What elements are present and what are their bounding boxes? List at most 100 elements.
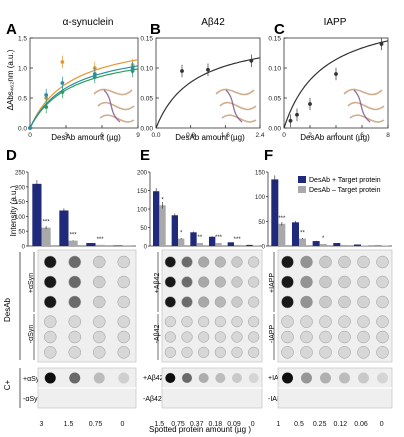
data-point-c xyxy=(295,112,299,117)
blot-dot-f-minus xyxy=(319,315,332,328)
bar-ytick-label-d: 150 xyxy=(15,200,26,206)
xtick-label-b: 1.6 xyxy=(221,132,230,139)
blot-dot-f-plus xyxy=(376,255,389,269)
top-charts: 0.00.51.01.50 3 6 90.000.050.100.150.0 0.8 1.… xyxy=(18,36,390,140)
blot-dot-f-plus xyxy=(281,295,294,309)
structure-strand-b xyxy=(225,89,243,123)
blot-dot-f-plus xyxy=(338,255,351,269)
significance-f: * xyxy=(322,236,325,242)
title-c: IAPP xyxy=(324,17,347,28)
bar-minus-f xyxy=(278,223,286,246)
blot-dot-e-plus xyxy=(214,296,226,308)
control-label-e-plus: +Aβ42 xyxy=(143,375,164,382)
blot-dot-d-plus xyxy=(117,275,130,289)
blot-dot-e-plus xyxy=(198,296,210,308)
bar-minus-d xyxy=(95,244,105,246)
blot-dot-f-plus xyxy=(319,255,332,269)
xtick-label-a: 6 xyxy=(100,132,104,139)
legend-swatch-minus xyxy=(298,186,306,193)
data-point-a xyxy=(60,81,65,85)
fit-curve-a-1 xyxy=(29,68,139,129)
blot-dot-d-plus xyxy=(93,255,106,269)
ytick-label-c: 0.10 xyxy=(268,66,281,73)
blot-dot-d-minus xyxy=(44,315,57,328)
ytick-label-c: 0.05 xyxy=(268,96,281,103)
blot-dot-e-minus xyxy=(231,316,243,328)
structure-illustration-a xyxy=(93,88,135,123)
blot-dot-f-plus xyxy=(281,275,294,289)
blot-dot-d-minus xyxy=(44,346,57,359)
blot-dot-e-plus xyxy=(231,276,243,288)
data-point-c xyxy=(308,102,312,106)
xlabel-a: DesAb amount (µg) xyxy=(51,133,121,142)
xtick-label-c: 6 xyxy=(360,132,364,139)
blot-dot-e-minus xyxy=(181,346,193,358)
row-label-f-minus: -IAPP xyxy=(269,325,276,344)
bar-minus-f xyxy=(340,245,348,246)
ytick-label-c: 0.00 xyxy=(268,126,281,133)
blot-dot-e-minus xyxy=(214,346,226,358)
blot-dot-f-plus xyxy=(300,275,313,289)
blot-dot-f-plus xyxy=(300,255,313,269)
blot-dot-f-minus xyxy=(376,346,389,359)
control-dot-d xyxy=(93,372,105,384)
blot-dot-e-minus xyxy=(181,331,193,343)
blot-dot-d-plus xyxy=(68,255,81,269)
fit-curve-a-0 xyxy=(29,59,139,129)
blot-dot-f-minus xyxy=(357,330,370,344)
bar-minus-e xyxy=(215,243,222,246)
desab-row-label: DesAb xyxy=(3,297,12,322)
significance-e: *** xyxy=(215,235,223,241)
panel-letter-d: D xyxy=(6,147,17,164)
bar-ytick-label-d: 0 xyxy=(22,245,26,251)
control-dot-f xyxy=(301,372,312,384)
significance-e: ** xyxy=(198,235,203,241)
bar-minus-e xyxy=(234,244,241,246)
bar-ytick-label-e: 50 xyxy=(140,226,147,232)
title-b: Aβ42 xyxy=(201,17,225,28)
bar-plus-f xyxy=(271,179,279,246)
blot-dot-d-minus xyxy=(93,315,106,328)
category-label-e: 0.09 xyxy=(227,421,241,428)
significance-e: * xyxy=(161,197,164,203)
bar-ytick-label-e: 150 xyxy=(137,189,148,195)
bar-ytick-label-d: 100 xyxy=(15,215,26,221)
data-point-a xyxy=(130,66,135,70)
data-point-b xyxy=(180,69,184,73)
blot-dot-f-plus xyxy=(357,295,370,309)
bar-plus-d xyxy=(59,210,69,246)
blot-dot-f-plus xyxy=(338,295,351,309)
bar-minus-f xyxy=(299,238,307,246)
blot-dot-e-minus xyxy=(181,316,193,328)
category-label-d: 0.75 xyxy=(89,421,103,428)
ytick-label-b: 0.05 xyxy=(140,96,153,103)
xtick-label-c: 8 xyxy=(386,132,390,139)
fit-curve-c-0 xyxy=(283,40,389,129)
panel-letter-a: A xyxy=(6,21,17,38)
bar-plus-f xyxy=(353,244,361,246)
data-point-a xyxy=(60,60,65,64)
xtick-label-c: 4 xyxy=(334,132,338,139)
bar-minus-e xyxy=(178,238,185,246)
control-label-d-minus: -αSyn xyxy=(23,396,42,403)
blot-dot-f-plus xyxy=(357,275,370,289)
plot-frame-c xyxy=(283,37,389,129)
bar-ytick-label-f: 50 xyxy=(258,220,265,226)
bar-minus-d xyxy=(68,240,78,246)
ytick-label-a: 1.5 xyxy=(18,36,27,43)
ytick-label-a: 0.5 xyxy=(18,96,27,103)
bar-plus-e xyxy=(246,244,253,246)
bar-plus-d xyxy=(113,245,123,246)
control-dot-e xyxy=(232,373,242,383)
bar-minus-d xyxy=(41,227,51,246)
bar-ytick-label-e: 100 xyxy=(137,208,148,214)
bar-plus-f xyxy=(333,243,341,246)
control-dot-f xyxy=(320,372,331,384)
category-label-f: 0.12 xyxy=(334,421,348,428)
blot-dot-f-minus xyxy=(300,315,313,328)
bar-minus-e xyxy=(196,243,204,246)
blot-dot-f-plus xyxy=(281,255,294,269)
bar-minus-f xyxy=(319,244,327,246)
row-label-d-minus: -αSyn xyxy=(28,325,35,344)
